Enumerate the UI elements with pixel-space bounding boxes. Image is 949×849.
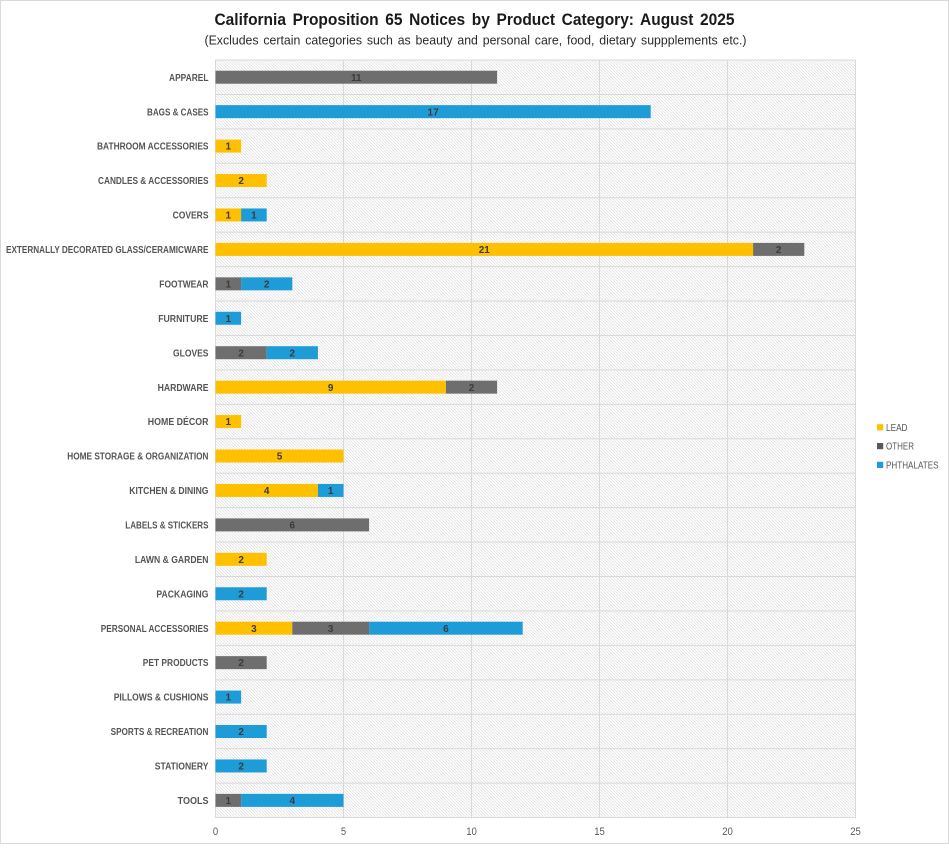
- svg-text:1: 1: [328, 486, 334, 497]
- svg-text:2: 2: [290, 348, 296, 359]
- svg-text:California Proposition 65 Noti: California Proposition 65 Notices by Pro…: [215, 11, 735, 29]
- svg-text:PERSONAL ACCESSORIES: PERSONAL ACCESSORIES: [101, 624, 209, 635]
- svg-text:(Excludes certain categories s: (Excludes certain categories such as bea…: [205, 33, 747, 48]
- svg-text:PET PRODUCTS: PET PRODUCTS: [143, 658, 209, 669]
- svg-text:10: 10: [466, 826, 477, 838]
- svg-text:FURNITURE: FURNITURE: [158, 314, 209, 325]
- svg-text:PHTHALATES: PHTHALATES: [886, 460, 939, 471]
- svg-text:9: 9: [328, 383, 334, 394]
- svg-text:TOOLS: TOOLS: [178, 796, 209, 807]
- svg-text:6: 6: [290, 520, 296, 531]
- svg-text:21: 21: [479, 245, 491, 256]
- svg-text:5: 5: [277, 452, 283, 463]
- svg-text:GLOVES: GLOVES: [173, 348, 209, 359]
- svg-text:2: 2: [238, 589, 244, 600]
- svg-text:CANDLES & ACCESSORIES: CANDLES & ACCESSORIES: [98, 176, 209, 187]
- svg-text:5: 5: [341, 826, 346, 838]
- svg-text:2: 2: [238, 555, 244, 566]
- svg-text:APPAREL: APPAREL: [169, 73, 209, 84]
- svg-text:3: 3: [328, 624, 334, 635]
- svg-text:1: 1: [226, 417, 232, 428]
- svg-text:1: 1: [226, 314, 232, 325]
- svg-text:2: 2: [238, 727, 244, 738]
- svg-text:HOME DÉCOR: HOME DÉCOR: [148, 415, 209, 428]
- svg-text:2: 2: [238, 176, 244, 187]
- svg-text:11: 11: [351, 73, 362, 84]
- svg-text:SPORTS & RECREATION: SPORTS & RECREATION: [111, 727, 209, 738]
- svg-text:BAGS & CASES: BAGS & CASES: [147, 107, 209, 118]
- svg-text:17: 17: [428, 107, 440, 118]
- svg-text:1: 1: [226, 211, 232, 222]
- svg-text:15: 15: [594, 826, 605, 838]
- svg-text:BATHROOM ACCESSORIES: BATHROOM ACCESSORIES: [97, 142, 209, 153]
- svg-text:PILLOWS & CUSHIONS: PILLOWS & CUSHIONS: [114, 693, 209, 704]
- svg-text:2: 2: [238, 658, 244, 669]
- svg-text:0: 0: [213, 826, 218, 838]
- svg-text:3: 3: [251, 624, 257, 635]
- svg-text:1: 1: [226, 796, 232, 807]
- svg-text:KITCHEN & DINING: KITCHEN & DINING: [129, 486, 208, 497]
- svg-text:25: 25: [850, 826, 861, 838]
- svg-text:LEAD: LEAD: [886, 423, 908, 434]
- svg-text:4: 4: [264, 486, 270, 497]
- svg-text:EXTERNALLY DECORATED GLASS/CER: EXTERNALLY DECORATED GLASS/CERAMICWARE: [6, 245, 209, 256]
- svg-text:2: 2: [238, 348, 244, 359]
- svg-text:LAWN & GARDEN: LAWN & GARDEN: [135, 555, 209, 566]
- svg-text:HOME STORAGE & ORGANIZATION: HOME STORAGE & ORGANIZATION: [67, 452, 208, 463]
- svg-text:FOOTWEAR: FOOTWEAR: [159, 279, 209, 290]
- svg-text:4: 4: [290, 796, 296, 807]
- svg-text:HARDWARE: HARDWARE: [158, 383, 209, 394]
- svg-text:2: 2: [264, 279, 270, 290]
- svg-text:2: 2: [469, 383, 475, 394]
- svg-text:2: 2: [238, 762, 244, 773]
- svg-text:LABELS & STICKERS: LABELS & STICKERS: [125, 520, 208, 531]
- svg-text:1: 1: [226, 693, 232, 704]
- svg-text:STATIONERY: STATIONERY: [155, 762, 209, 773]
- svg-text:OTHER: OTHER: [886, 442, 914, 453]
- svg-text:20: 20: [722, 826, 733, 838]
- svg-text:1: 1: [251, 211, 257, 222]
- svg-text:1: 1: [226, 142, 232, 153]
- svg-text:COVERS: COVERS: [173, 211, 209, 222]
- svg-text:1: 1: [226, 279, 232, 290]
- svg-text:PACKAGING: PACKAGING: [156, 589, 208, 600]
- svg-text:2: 2: [776, 245, 782, 256]
- svg-text:6: 6: [443, 624, 449, 635]
